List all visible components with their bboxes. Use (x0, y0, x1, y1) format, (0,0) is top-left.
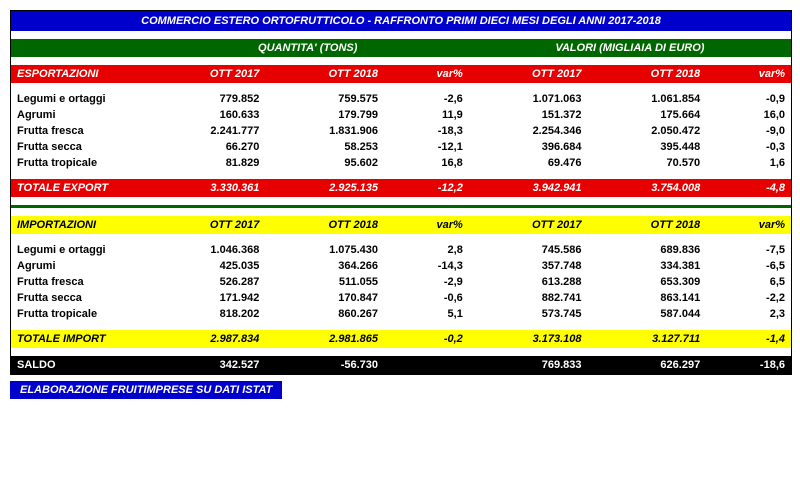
table-row: Frutta secca171.942170.847-0,6882.741863… (11, 290, 791, 306)
export-label: ESPORTAZIONI (11, 65, 147, 83)
table-row: Frutta fresca2.241.7771.831.906-18,32.25… (11, 123, 791, 139)
import-label: IMPORTAZIONI (11, 216, 147, 234)
main-title: COMMERCIO ESTERO ORTOFRUTTICOLO - RAFFRO… (11, 11, 791, 31)
table-row: Legumi e ortaggi1.046.3681.075.4302,8745… (11, 242, 791, 258)
table-row: Frutta tropicale81.82995.60216,869.47670… (11, 155, 791, 171)
table-row: Legumi e ortaggi779.852759.575-2,61.071.… (11, 91, 791, 107)
header-val: VALORI (MIGLIAIA DI EURO) (469, 39, 791, 57)
header-qty: QUANTITA' (TONS) (147, 39, 469, 57)
trade-table: COMMERCIO ESTERO ORTOFRUTTICOLO - RAFFRO… (10, 10, 792, 375)
table-row: Frutta tropicale818.202860.2675,1573.745… (11, 306, 791, 322)
table-row: Agrumi160.633179.79911,9151.372175.66416… (11, 107, 791, 123)
table-row: Frutta fresca526.287511.055-2,9613.28865… (11, 274, 791, 290)
table-row: Frutta secca66.27058.253-12,1396.684395.… (11, 139, 791, 155)
footer-source: ELABORAZIONE FRUITIMPRESE SU DATI ISTAT (10, 381, 282, 399)
table-row: Agrumi425.035364.266-14,3357.748334.381-… (11, 258, 791, 274)
